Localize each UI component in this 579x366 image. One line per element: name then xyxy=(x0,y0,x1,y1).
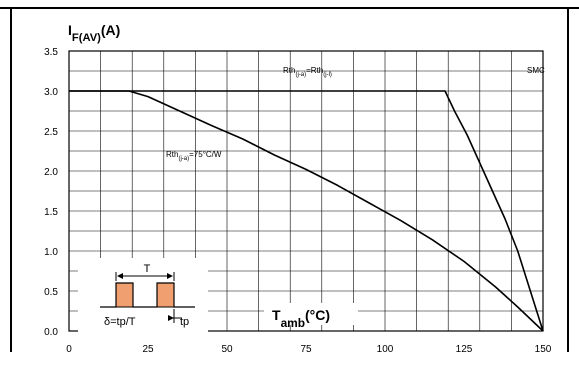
pulse-1 xyxy=(115,282,134,308)
y-tick-label: 0.0 xyxy=(44,327,58,338)
x-tick-label: 100 xyxy=(377,344,394,355)
y-tick-label: 1.0 xyxy=(44,247,58,258)
x-tick-label: 25 xyxy=(142,344,154,355)
x-tick-label: 150 xyxy=(535,344,552,355)
y-tick-label: 3.5 xyxy=(44,47,58,58)
x-tick-label: 0 xyxy=(66,344,72,355)
tp-arrowhead xyxy=(168,315,174,321)
tp-label: tp xyxy=(180,316,189,328)
series-line-0 xyxy=(69,90,544,332)
x-axis-title-backdrop xyxy=(264,303,358,325)
y-tick-label: 3.0 xyxy=(44,87,58,98)
plot-frame xyxy=(68,50,544,332)
pulse-waveform-inset: T δ=tp/T tp xyxy=(78,258,208,332)
inset-backdrop xyxy=(78,258,208,332)
y-tick-label: 2.0 xyxy=(44,167,58,178)
tick-labels: 0 25 50 75 100 125 150 0.0 0.5 1.0 1.5 2.0 2.5 3.0 3.5 xyxy=(44,47,552,355)
y-tick-label: 1.5 xyxy=(44,207,58,218)
x-tick-label: 50 xyxy=(221,344,233,355)
x-axis-title: Tamb(°C) xyxy=(272,307,330,330)
period-arrowhead-right xyxy=(167,273,173,279)
y-axis-title: IF(AV)(A) xyxy=(68,22,120,44)
series-line-1 xyxy=(69,90,544,332)
pulse-waveform xyxy=(100,282,195,308)
pulse-2 xyxy=(156,282,175,308)
y-tick-label: 0.5 xyxy=(44,287,58,298)
x-tick-label: 75 xyxy=(300,344,312,355)
period-arrowhead-left xyxy=(117,273,123,279)
period-label: T xyxy=(144,263,151,275)
series-label-rth-75: Rth(j-a)=75°C/W xyxy=(166,150,222,162)
smc-label: SMC xyxy=(527,66,545,75)
series-lines xyxy=(69,90,544,332)
duty-cycle-label: δ=tp/T xyxy=(104,316,136,328)
x-tick-label: 125 xyxy=(456,344,473,355)
y-tick-label: 2.5 xyxy=(44,127,58,138)
series-label-rth-jl: Rth(j-a)=Rth(j-l) xyxy=(283,66,332,78)
